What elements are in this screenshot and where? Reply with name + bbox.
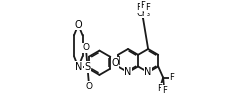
Text: O: O (86, 82, 93, 91)
Text: F: F (169, 73, 174, 82)
Text: O: O (82, 43, 90, 52)
Text: CF₃: CF₃ (136, 9, 150, 18)
Text: F: F (136, 3, 141, 12)
Text: F: F (157, 84, 162, 93)
Text: N: N (75, 62, 82, 72)
Text: O: O (111, 58, 119, 68)
Text: S: S (84, 62, 91, 72)
Text: N: N (144, 67, 152, 77)
Text: F: F (145, 3, 150, 12)
Text: N: N (124, 67, 132, 77)
Text: F: F (141, 1, 146, 10)
Text: F: F (162, 86, 167, 95)
Text: O: O (74, 20, 82, 30)
